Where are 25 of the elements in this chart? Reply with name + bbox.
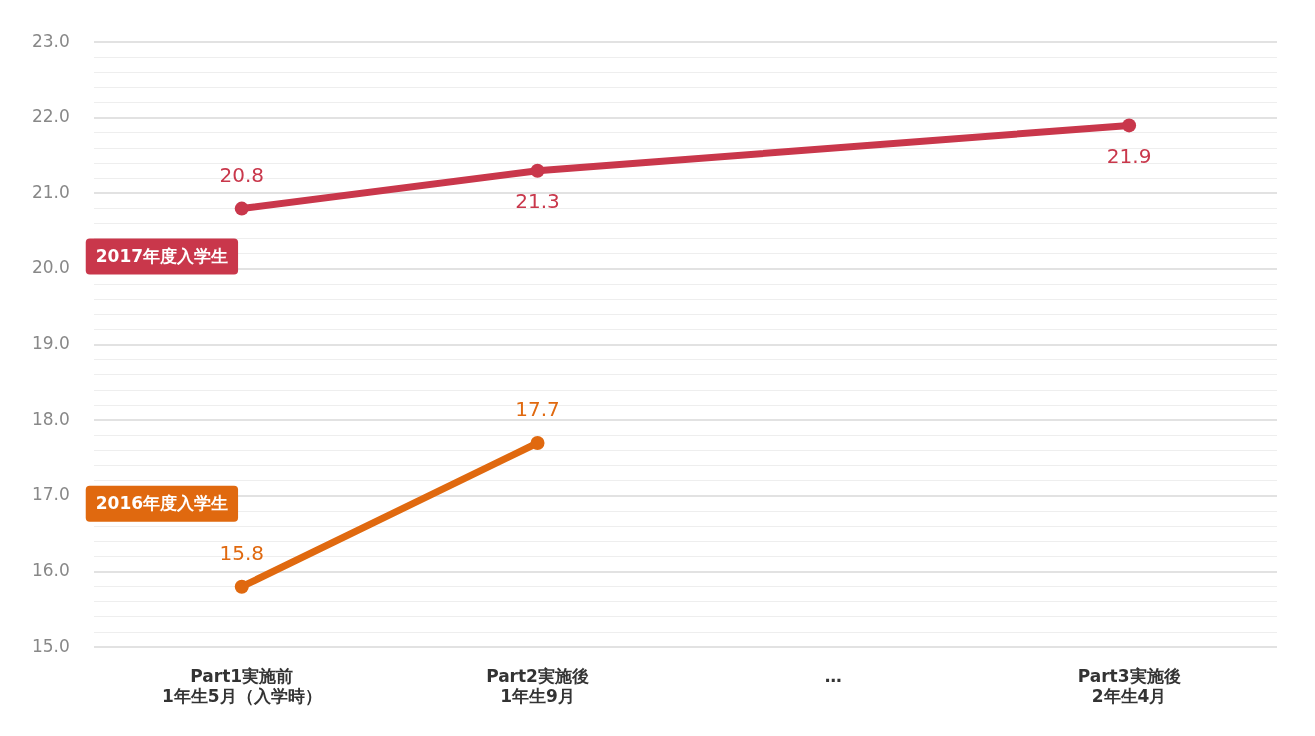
data-label: 21.9: [1106, 143, 1152, 168]
x-tick-label: Part1実施前 1年生5月（入学時）: [161, 665, 322, 707]
data-label: 15.8: [219, 540, 265, 565]
x-tick-label: Part2実施後 1年生9月: [486, 665, 589, 707]
y-tick-label: 22.0: [31, 106, 70, 127]
data-label: 17.7: [515, 397, 560, 422]
y-tick-label: 21.0: [31, 181, 70, 202]
y-tick-label: 18.0: [31, 408, 70, 429]
y-tick-label: 15.0: [31, 635, 70, 656]
point: [530, 163, 545, 178]
y-tick-label: 17.0: [31, 484, 70, 505]
y-tick-label: 19.0: [31, 333, 70, 354]
series-label: 2017年度入学生: [95, 246, 229, 266]
point: [234, 201, 249, 216]
y-tick-label: 16.0: [31, 560, 70, 580]
x-tick-label: Part3実施後 2年生4月: [1077, 665, 1181, 707]
y-tick-label: 23.0: [31, 30, 70, 51]
text: 2016年度入学生: [95, 493, 229, 514]
point: [530, 436, 545, 451]
x-tick-label: …: [824, 665, 842, 686]
data-label: 21.3: [515, 188, 560, 213]
point: [234, 579, 249, 594]
data-label: 20.8: [219, 162, 265, 187]
point: [1122, 118, 1137, 133]
y-tick-label: 20.0: [31, 257, 70, 278]
